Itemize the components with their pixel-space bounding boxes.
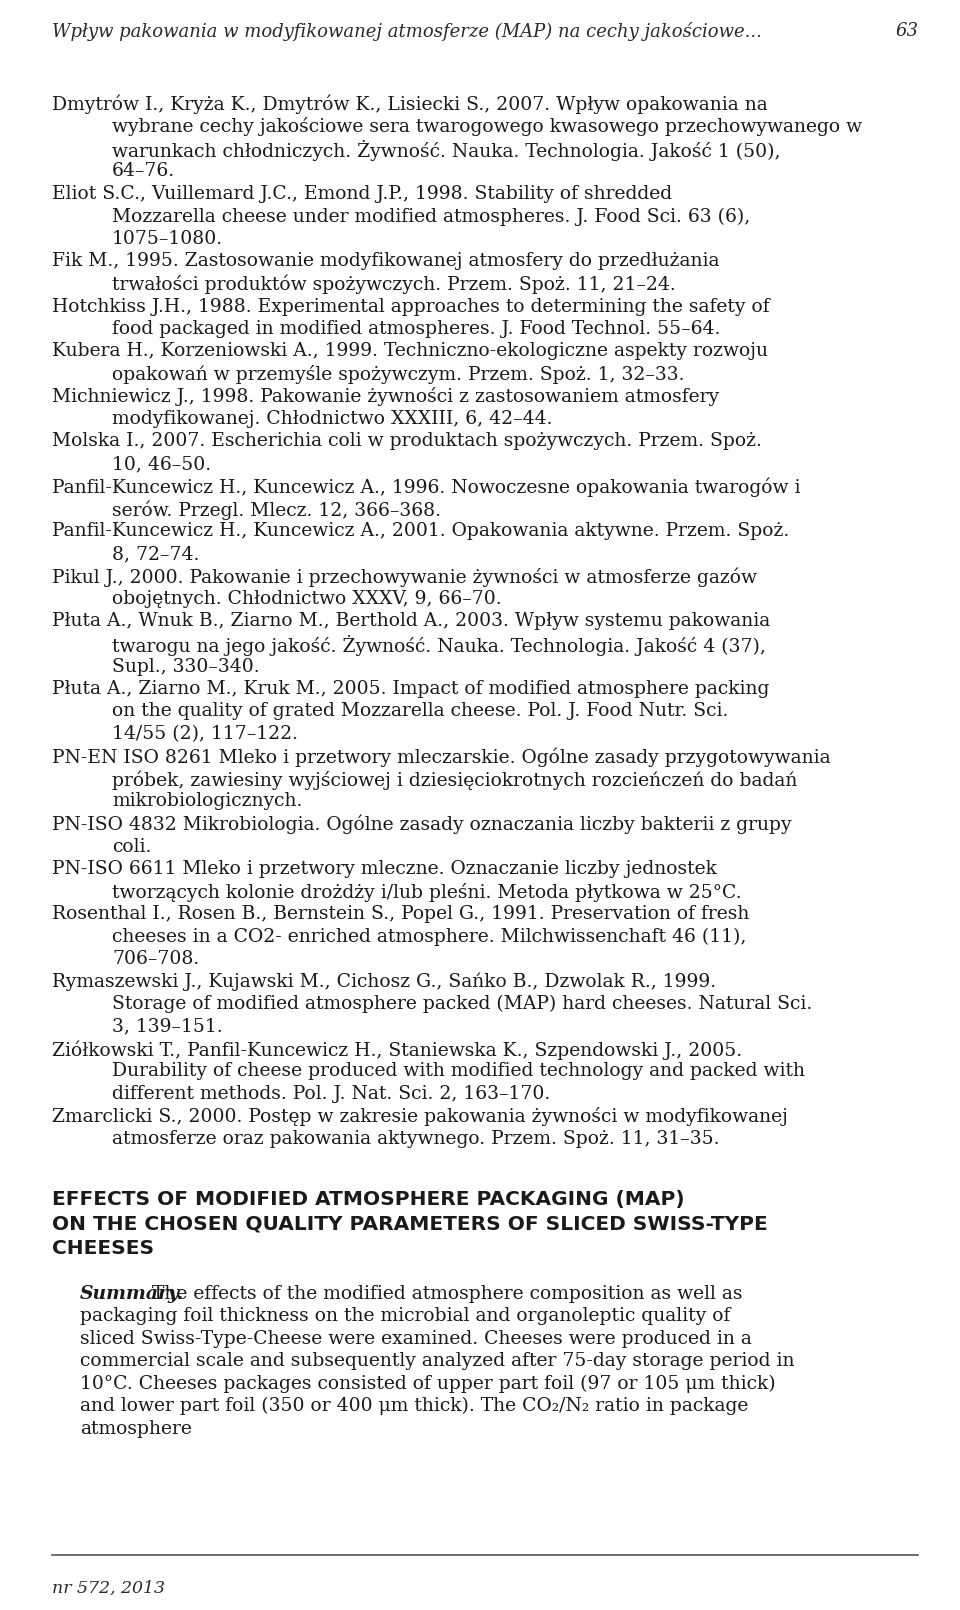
Text: obojętnych. Chłodnictwo XXXV, 9, 66–70.: obojętnych. Chłodnictwo XXXV, 9, 66–70. [112,589,502,609]
Text: Mozzarella cheese under modified atmospheres. J. Food Sci. 63 (6),: Mozzarella cheese under modified atmosph… [112,208,751,225]
Text: modyfikowanej. Chłodnictwo XXXIII, 6, 42–44.: modyfikowanej. Chłodnictwo XXXIII, 6, 42… [112,411,553,428]
Text: cheeses in a CO2- enriched atmosphere. Milchwissenchaft 46 (11),: cheeses in a CO2- enriched atmosphere. M… [112,927,746,945]
Text: Durability of cheese produced with modified technology and packed with: Durability of cheese produced with modif… [112,1063,805,1080]
Text: coli.: coli. [112,837,152,855]
Text: Płuta A., Wnuk B., Ziarno M., Berthold A., 2003. Wpływ systemu pakowania: Płuta A., Wnuk B., Ziarno M., Berthold A… [52,612,770,631]
Text: Eliot S.C., Vuillemard J.C., Emond J.P., 1998. Stability of shredded: Eliot S.C., Vuillemard J.C., Emond J.P.,… [52,185,672,203]
Text: 10°C. Cheeses packages consisted of upper part foil (97 or 105 μm thick): 10°C. Cheeses packages consisted of uppe… [80,1375,776,1393]
Text: wybrane cechy jakościowe sera twarogowego kwasowego przechowywanego w: wybrane cechy jakościowe sera twarogoweg… [112,118,862,137]
Text: Panfil-Kuncewicz H., Kuncewicz A., 2001. Opakowania aktywne. Przem. Spoż.: Panfil-Kuncewicz H., Kuncewicz A., 2001.… [52,523,789,541]
Text: twarogu na jego jakość. Żywność. Nauka. Technologia. Jakość 4 (37),: twarogu na jego jakość. Żywność. Nauka. … [112,634,766,657]
Text: PN-EN ISO 8261 Mleko i przetwory mleczarskie. Ogólne zasady przygotowywania: PN-EN ISO 8261 Mleko i przetwory mleczar… [52,747,830,766]
Text: different methods. Pol. J. Nat. Sci. 2, 163–170.: different methods. Pol. J. Nat. Sci. 2, … [112,1085,550,1103]
Text: 64–76.: 64–76. [112,163,175,180]
Text: 63: 63 [895,23,918,40]
Text: 14/55 (2), 117–122.: 14/55 (2), 117–122. [112,724,298,742]
Text: commercial scale and subsequently analyzed after 75-day storage period in: commercial scale and subsequently analyz… [80,1352,795,1370]
Text: 3, 139–151.: 3, 139–151. [112,1018,223,1035]
Text: 8, 72–74.: 8, 72–74. [112,546,200,564]
Text: tworzących kolonie drożdży i/lub pleśni. Metoda płytkowa w 25°C.: tworzących kolonie drożdży i/lub pleśni.… [112,882,742,902]
Text: 1075–1080.: 1075–1080. [112,230,223,248]
Text: CHEESES: CHEESES [52,1238,155,1257]
Text: Płuta A., Ziarno M., Kruk M., 2005. Impact of modified atmosphere packing: Płuta A., Ziarno M., Kruk M., 2005. Impa… [52,679,769,699]
Text: Fik M., 1995. Zastosowanie modyfikowanej atmosfery do przedłużania: Fik M., 1995. Zastosowanie modyfikowanej… [52,253,719,270]
Text: ON THE CHOSEN QUALITY PARAMETERS OF SLICED SWISS-TYPE: ON THE CHOSEN QUALITY PARAMETERS OF SLIC… [52,1214,768,1233]
Text: Summary.: Summary. [80,1285,184,1302]
Text: Rosenthal I., Rosen B., Bernstein S., Popel G., 1991. Preservation of fresh: Rosenthal I., Rosen B., Bernstein S., Po… [52,905,750,923]
Text: EFFECTS OF MODIFIED ATMOSPHERE PACKAGING (MAP): EFFECTS OF MODIFIED ATMOSPHERE PACKAGING… [52,1190,684,1209]
Text: Supl., 330–340.: Supl., 330–340. [112,657,259,676]
Text: PN-ISO 4832 Mikrobiologia. Ogólne zasady oznaczania liczby bakterii z grupy: PN-ISO 4832 Mikrobiologia. Ogólne zasady… [52,815,792,834]
Text: opakowań w przemyśle spożywczym. Przem. Spoż. 1, 32–33.: opakowań w przemyśle spożywczym. Przem. … [112,365,684,385]
Text: Pikul J., 2000. Pakowanie i przechowywanie żywności w atmosferze gazów: Pikul J., 2000. Pakowanie i przechowywan… [52,567,757,588]
Text: on the quality of grated Mozzarella cheese. Pol. J. Food Nutr. Sci.: on the quality of grated Mozzarella chee… [112,702,729,721]
Text: Storage of modified atmosphere packed (MAP) hard cheeses. Natural Sci.: Storage of modified atmosphere packed (M… [112,995,812,1013]
Text: packaging foil thickness on the microbial and organoleptic quality of: packaging foil thickness on the microbia… [80,1307,731,1325]
Text: serów. Przegl. Mlecz. 12, 366–368.: serów. Przegl. Mlecz. 12, 366–368. [112,501,441,520]
Text: warunkach chłodniczych. Żywność. Nauka. Technologia. Jakość 1 (50),: warunkach chłodniczych. Żywność. Nauka. … [112,140,780,161]
Text: Rymaszewski J., Kujawski M., Cichosz G., Sańko B., Dzwolak R., 1999.: Rymaszewski J., Kujawski M., Cichosz G.,… [52,972,716,992]
Text: food packaged in modified atmospheres. J. Food Technol. 55–64.: food packaged in modified atmospheres. J… [112,320,720,338]
Text: próbek, zawiesiny wyjściowej i dziesięciokrotnych rozcieńczeń do badań: próbek, zawiesiny wyjściowej i dziesięci… [112,770,798,789]
Text: 10, 46–50.: 10, 46–50. [112,456,211,473]
Text: Ziółkowski T., Panfil-Kuncewicz H., Staniewska K., Szpendowski J., 2005.: Ziółkowski T., Panfil-Kuncewicz H., Stan… [52,1040,742,1059]
Text: Panfil-Kuncewicz H., Kuncewicz A., 1996. Nowoczesne opakowania twarogów i: Panfil-Kuncewicz H., Kuncewicz A., 1996.… [52,478,801,497]
Text: atmosferze oraz pakowania aktywnego. Przem. Spoż. 11, 31–35.: atmosferze oraz pakowania aktywnego. Prz… [112,1130,719,1148]
Text: nr 572, 2013: nr 572, 2013 [52,1579,165,1597]
Text: mikrobiologicznych.: mikrobiologicznych. [112,792,302,810]
Text: Hotchkiss J.H., 1988. Experimental approaches to determining the safety of: Hotchkiss J.H., 1988. Experimental appro… [52,298,770,316]
Text: and lower part foil (350 or 400 μm thick). The CO₂/N₂ ratio in package: and lower part foil (350 or 400 μm thick… [80,1397,749,1415]
Text: 706–708.: 706–708. [112,950,200,968]
Text: Michniewicz J., 1998. Pakowanie żywności z zastosowaniem atmosfery: Michniewicz J., 1998. Pakowanie żywności… [52,388,719,406]
Text: PN-ISO 6611 Mleko i przetwory mleczne. Oznaczanie liczby jednostek: PN-ISO 6611 Mleko i przetwory mleczne. O… [52,860,717,877]
Text: The effects of the modified atmosphere composition as well as: The effects of the modified atmosphere c… [146,1285,742,1302]
Text: Zmarclicki S., 2000. Postęp w zakresie pakowania żywności w modyfikowanej: Zmarclicki S., 2000. Postęp w zakresie p… [52,1108,788,1127]
Text: Molska I., 2007. Escherichia coli w produktach spożywczych. Przem. Spoż.: Molska I., 2007. Escherichia coli w prod… [52,433,762,451]
Text: Kubera H., Korzeniowski A., 1999. Techniczno-ekologiczne aspekty rozwoju: Kubera H., Korzeniowski A., 1999. Techni… [52,343,768,361]
Text: atmosphere: atmosphere [80,1420,192,1438]
Text: sliced Swiss-Type-Cheese were examined. Cheeses were produced in a: sliced Swiss-Type-Cheese were examined. … [80,1330,752,1348]
Text: Wpływ pakowania w modyfikowanej atmosferze (MAP) na cechy jakościowe...: Wpływ pakowania w modyfikowanej atmosfer… [52,23,762,40]
Text: Dmytrów I., Kryża K., Dmytrów K., Lisiecki S., 2007. Wpływ opakowania na: Dmytrów I., Kryża K., Dmytrów K., Lisiec… [52,95,768,114]
Text: trwałości produktów spożywczych. Przem. Spoż. 11, 21–24.: trwałości produktów spożywczych. Przem. … [112,275,676,295]
